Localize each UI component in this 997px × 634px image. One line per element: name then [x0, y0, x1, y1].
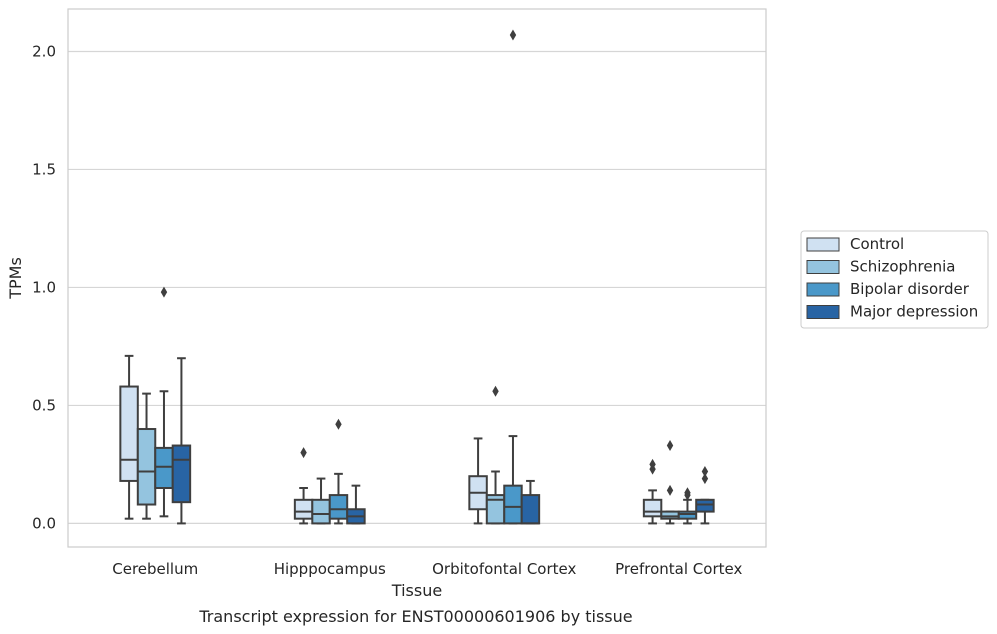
boxplot	[119, 354, 139, 520]
outlier-point	[300, 447, 307, 459]
legend-label: Control	[850, 235, 904, 253]
box	[695, 498, 715, 513]
y-tick-labels: 0.0 0.5 1.0 1.5 2.0	[32, 42, 56, 532]
y-tick-label: 2.0	[32, 42, 56, 60]
boxplot	[520, 479, 541, 525]
boxplot	[328, 418, 349, 525]
legend-swatch	[806, 305, 840, 319]
x-tick-label: Cerebellum	[112, 560, 198, 578]
box	[642, 498, 663, 518]
boxplot	[660, 440, 680, 525]
outlier-point	[335, 418, 342, 430]
legend-frame	[800, 230, 989, 329]
boxplot	[311, 477, 331, 525]
legend: Control Schizophrenia Bipolar disorder Majo…	[800, 230, 989, 329]
box	[136, 428, 157, 506]
legend-label: Schizophrenia	[850, 258, 955, 276]
y-axis-title: TPMs	[6, 257, 25, 300]
x-tick-label: Prefrontal Cortex	[615, 560, 742, 578]
outlier-point	[509, 29, 517, 41]
y-tick-label: 1.0	[32, 278, 56, 296]
box	[171, 444, 192, 504]
y-tick-label: 0.5	[32, 396, 56, 414]
chart-caption: Transcript expression for ENST0000060190…	[198, 607, 632, 626]
x-tick-label: Orbitofontal Cortex	[432, 560, 576, 578]
boxplot	[293, 447, 314, 525]
outlier-point	[701, 473, 709, 485]
x-axis-title: Tissue	[391, 581, 442, 600]
outlier-point	[492, 385, 499, 397]
box	[154, 446, 174, 490]
plot-frame	[67, 8, 767, 548]
legend-swatch	[806, 260, 840, 274]
outlier-point	[666, 484, 674, 496]
box	[503, 484, 523, 525]
box	[328, 494, 349, 520]
boxplot	[346, 484, 366, 525]
x-tick-label: Hipppocampus	[274, 560, 386, 578]
legend-label: Major depression	[850, 303, 978, 321]
box	[119, 385, 139, 482]
boxplot	[468, 437, 488, 525]
outlier-point	[701, 465, 709, 477]
boxplot	[503, 29, 523, 525]
box	[311, 498, 331, 525]
boxplots	[119, 29, 715, 525]
boxplot	[642, 458, 663, 525]
box	[293, 498, 314, 520]
legend-swatch	[806, 282, 840, 297]
outlier-point	[666, 440, 674, 452]
outlier-point	[684, 487, 691, 499]
x-tick-labels: Cerebellum Hipppocampus Orbitofontal Corte…	[112, 560, 742, 578]
outlier-point	[649, 458, 656, 470]
box	[677, 510, 698, 520]
boxplot	[154, 286, 174, 518]
boxplot	[136, 392, 157, 520]
legend-swatch	[806, 237, 840, 252]
boxplot	[485, 385, 506, 525]
legend-label: Bipolar disorder	[850, 280, 970, 298]
y-tick-label: 0.0	[32, 514, 56, 532]
boxplot	[695, 465, 715, 525]
box	[660, 510, 680, 520]
box	[520, 494, 541, 525]
boxplot	[171, 357, 192, 525]
outlier-point	[160, 286, 168, 298]
boxplot	[677, 487, 698, 525]
y-tick-label: 1.5	[32, 160, 56, 178]
